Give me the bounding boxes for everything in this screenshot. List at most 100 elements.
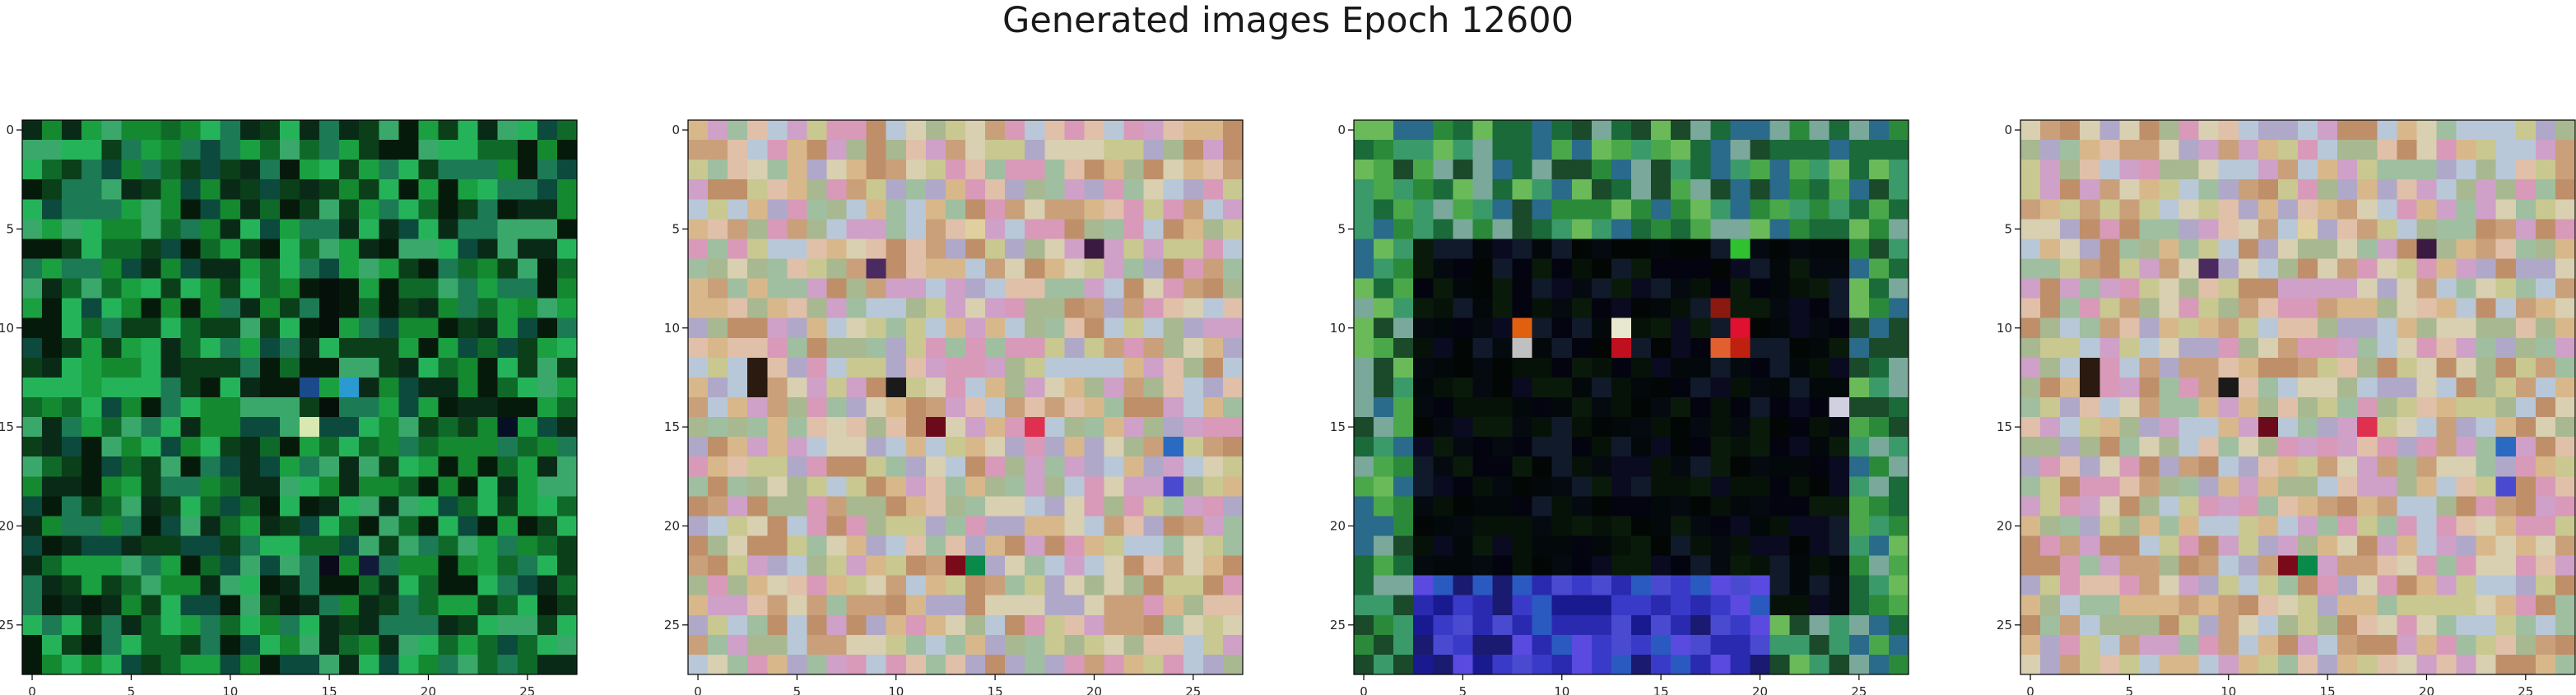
pixel-cell <box>2178 654 2200 675</box>
pixel-cell <box>556 278 578 299</box>
pixel-cell <box>359 337 379 359</box>
pixel-cell <box>1571 160 1593 180</box>
pixel-cell <box>1123 476 1145 497</box>
pixel-cell <box>1551 377 1573 398</box>
pixel-cell <box>2515 239 2536 260</box>
pixel-cell <box>319 337 340 359</box>
pixel-cell <box>1222 496 1244 517</box>
pixel-cell <box>2277 199 2299 220</box>
pixel-cell <box>985 179 1006 200</box>
pixel-cell <box>1025 258 1045 280</box>
pixel-cell <box>300 278 320 299</box>
pixel-cell <box>1393 476 1414 497</box>
pixel-cell <box>2020 278 2041 299</box>
pixel-cell <box>1472 456 1494 477</box>
pixel-cell <box>2159 179 2180 200</box>
pixel-cell <box>1222 337 1244 359</box>
pixel-cell <box>905 555 927 577</box>
pixel-cell <box>319 160 340 180</box>
pixel-cell <box>121 258 142 280</box>
pixel-cell <box>2257 634 2279 656</box>
y-tick-label: 5 <box>1337 221 1346 236</box>
pixel-cell <box>826 595 848 616</box>
pixel-cell <box>2337 140 2358 160</box>
pixel-cell <box>866 357 887 378</box>
pixel-cell <box>2218 417 2239 438</box>
pixel-cell <box>279 476 300 497</box>
pixel-cell <box>2139 317 2160 339</box>
pixel-cell <box>2337 456 2358 477</box>
pixel-cell <box>1044 476 1065 497</box>
pixel-cell <box>2119 160 2141 180</box>
pixel-cell <box>339 337 360 359</box>
pixel-cell <box>1084 595 1105 616</box>
pixel-cell <box>81 239 102 260</box>
pixel-cell <box>339 278 360 299</box>
pixel-cell <box>1551 239 1573 260</box>
pixel-cell <box>945 278 966 299</box>
pixel-cell <box>2397 595 2418 616</box>
pixel-cell <box>418 239 439 260</box>
pixel-cell <box>1433 337 1453 359</box>
pixel-cell <box>1104 219 1125 240</box>
pixel-cell <box>359 239 379 260</box>
pixel-cell <box>418 437 439 457</box>
pixel-cell <box>846 397 867 418</box>
pixel-cell <box>537 456 558 477</box>
pixel-cell <box>846 535 867 557</box>
pixel-cell <box>767 555 788 577</box>
pixel-cell <box>688 476 709 497</box>
pixel-cell <box>965 555 986 577</box>
pixel-cell <box>438 120 459 141</box>
pixel-cell <box>2099 120 2120 141</box>
pixel-cell <box>866 555 887 577</box>
pixel-cell <box>517 555 538 577</box>
pixel-cell <box>2377 437 2397 457</box>
pixel-cell <box>200 219 221 240</box>
pixel-cell <box>160 634 182 656</box>
pixel-cell <box>379 516 399 537</box>
pixel-cell <box>1123 496 1145 517</box>
pixel-cell <box>2040 417 2061 438</box>
pixel-cell <box>2436 219 2457 240</box>
pixel-cell <box>1163 397 1184 418</box>
pixel-cell <box>1532 120 1553 141</box>
pixel-cell <box>1611 120 1632 141</box>
pixel-cell <box>1809 575 1830 596</box>
pixel-cell <box>1084 476 1105 497</box>
pixel-cell <box>101 595 122 616</box>
pixel-cell <box>807 476 828 497</box>
pixel-cell <box>688 397 709 418</box>
pixel-cell <box>2555 258 2576 280</box>
pixel-cell <box>1750 654 1771 675</box>
pixel-cell <box>2515 160 2536 180</box>
pixel-cell <box>945 654 966 675</box>
pixel-cell <box>1163 278 1184 299</box>
pixel-cell <box>239 219 261 240</box>
pixel-cell <box>1044 258 1065 280</box>
pixel-cell <box>1354 397 1374 418</box>
pixel-cell <box>1492 337 1514 359</box>
pixel-cell <box>1551 278 1573 299</box>
pixel-cell <box>2337 357 2358 378</box>
pixel-cell <box>339 298 360 319</box>
pixel-cell <box>497 417 518 438</box>
pixel-cell <box>1829 140 1850 160</box>
pixel-cell <box>1868 317 1890 339</box>
pixel-cell <box>1005 278 1025 299</box>
pixel-cell <box>2178 199 2200 220</box>
pixel-cell <box>2555 179 2576 200</box>
pixel-cell <box>556 317 578 339</box>
pixel-cell <box>1769 397 1791 418</box>
pixel-cell <box>2357 417 2378 438</box>
pixel-cell <box>826 496 848 517</box>
pixel-cell <box>477 535 499 557</box>
pixel-cell <box>807 298 828 319</box>
pixel-cell <box>42 219 63 240</box>
pixel-cell <box>826 654 848 675</box>
pixel-cell <box>1631 437 1652 457</box>
pixel-cell <box>2298 456 2318 477</box>
pixel-cell <box>2238 476 2259 497</box>
pixel-cell <box>846 298 867 319</box>
pixel-cell <box>965 120 986 141</box>
